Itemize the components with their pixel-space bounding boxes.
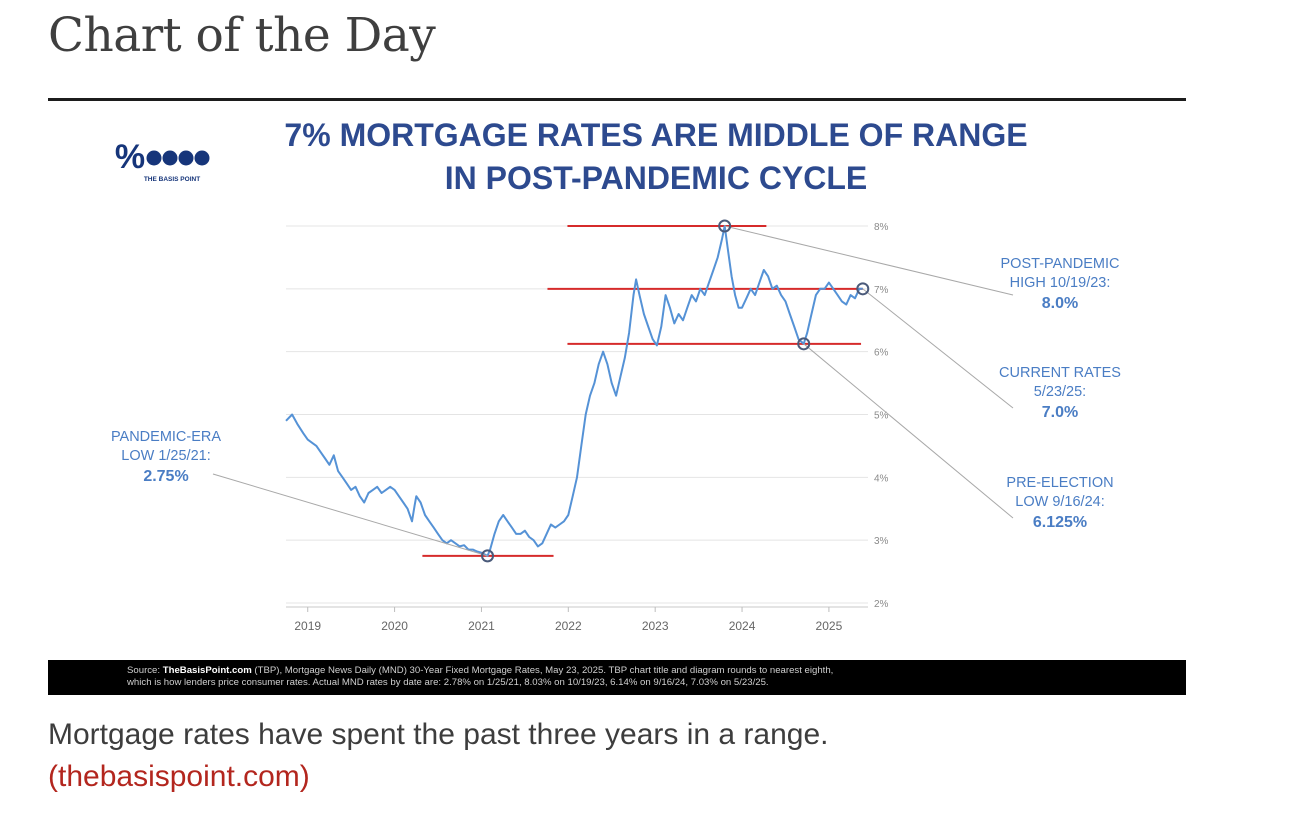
y-tick-label: 2% <box>874 599 889 610</box>
page-title: Chart of the Day <box>48 8 436 63</box>
annotation-label: PRE-ELECTION <box>1006 475 1113 491</box>
x-tick-label: 2025 <box>816 619 843 633</box>
chart-figure: % THE BASIS POINT 7% MORTGAGE RATES ARE … <box>48 101 1186 696</box>
annotation-value: 6.125% <box>1033 514 1087 531</box>
logo-dot <box>162 150 178 166</box>
x-tick-label: 2020 <box>381 619 408 633</box>
y-tick-label: 6% <box>874 348 889 359</box>
plot-area: 2% 3% 4% 5% 6% 7% 8% 2019 2020 2021 2022 2023 2024 20… <box>111 219 1121 633</box>
logo-dot <box>146 150 162 166</box>
logo-name: THE BASIS POINT <box>144 176 200 183</box>
annotation-label: HIGH 10/19/23: <box>1010 275 1111 291</box>
y-tick-label: 5% <box>874 411 889 422</box>
x-tick-label: 2019 <box>294 619 321 633</box>
x-tick-label: 2021 <box>468 619 495 633</box>
annotation-leader <box>724 225 1014 296</box>
rate-series-line <box>285 225 863 557</box>
annotation-label: CURRENT RATES <box>999 365 1121 381</box>
logo-mark: % <box>115 138 145 176</box>
source-note: Source: TheBasisPoint.com (TBP), Mortgag… <box>48 660 1186 695</box>
annotation-value: 2.75% <box>143 468 188 485</box>
annotation-label: POST-PANDEMIC <box>1001 256 1120 272</box>
y-tick-label: 8% <box>874 222 889 233</box>
basis-point-logo: % THE BASIS POINT <box>115 138 210 183</box>
annotation-label: PANDEMIC-ERA <box>111 429 221 445</box>
annotation-leader <box>803 343 1014 519</box>
title-divider <box>48 98 1186 101</box>
y-tick-label: 7% <box>874 285 889 296</box>
logo-dot <box>178 150 194 166</box>
annotation-label: 5/23/25: <box>1034 384 1086 400</box>
annotation-marker <box>856 282 870 296</box>
x-tick-label: 2022 <box>555 619 582 633</box>
source-link[interactable]: (thebasispoint.com) <box>48 760 310 793</box>
y-tick-label: 4% <box>874 473 889 484</box>
source-prefix: Source: <box>127 665 163 676</box>
y-tick-label: 3% <box>874 536 889 547</box>
logo-dot <box>194 150 210 166</box>
annotation-value: 7.0% <box>1042 404 1078 421</box>
annotation-marker <box>481 549 495 563</box>
chart-title-line-1: 7% MORTGAGE RATES ARE MIDDLE OF RANGE <box>284 117 1027 153</box>
source-site: TheBasisPoint.com <box>162 665 252 676</box>
figure-caption: Mortgage rates have spent the past three… <box>48 714 1188 798</box>
annotation-marker <box>718 219 732 233</box>
chart-title-line-2: IN POST-PANDEMIC CYCLE <box>445 160 868 196</box>
annotation-value: 8.0% <box>1042 295 1078 312</box>
source-line-2: which is how lenders price consumer rate… <box>127 677 769 688</box>
x-tick-label: 2024 <box>729 619 756 633</box>
annotation-leader <box>862 288 1014 409</box>
chart-svg: % THE BASIS POINT 7% MORTGAGE RATES ARE … <box>111 117 1121 633</box>
source-line-1: Source: TheBasisPoint.com (TBP), Mortgag… <box>127 665 1176 677</box>
source-details: (TBP), Mortgage News Daily (MND) 30-Year… <box>251 665 834 676</box>
annotation-label: LOW 9/16/24: <box>1015 494 1104 510</box>
annotation-marker <box>797 337 811 351</box>
annotation-label: LOW 1/25/21: <box>121 448 210 464</box>
x-tick-label: 2023 <box>642 619 669 633</box>
caption-text: Mortgage rates have spent the past three… <box>48 718 829 751</box>
annotation-leader <box>212 473 488 557</box>
